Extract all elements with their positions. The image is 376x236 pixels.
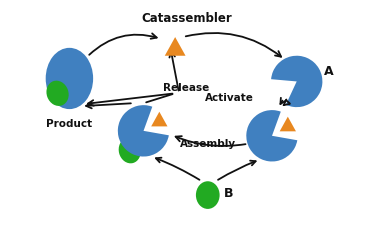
Ellipse shape	[46, 48, 93, 109]
Ellipse shape	[119, 138, 141, 163]
Wedge shape	[271, 56, 322, 107]
Polygon shape	[280, 117, 296, 131]
Text: Catassembler: Catassembler	[142, 12, 232, 25]
Wedge shape	[118, 105, 169, 156]
Wedge shape	[246, 110, 297, 161]
Text: Release: Release	[163, 83, 209, 93]
Ellipse shape	[46, 81, 69, 106]
Text: A: A	[324, 65, 334, 78]
Text: B: B	[224, 187, 233, 200]
Text: Assembly: Assembly	[180, 139, 236, 149]
Polygon shape	[165, 37, 185, 56]
Ellipse shape	[196, 181, 220, 209]
Text: Product: Product	[46, 119, 92, 129]
Text: Activate: Activate	[205, 93, 254, 103]
Polygon shape	[151, 112, 167, 126]
